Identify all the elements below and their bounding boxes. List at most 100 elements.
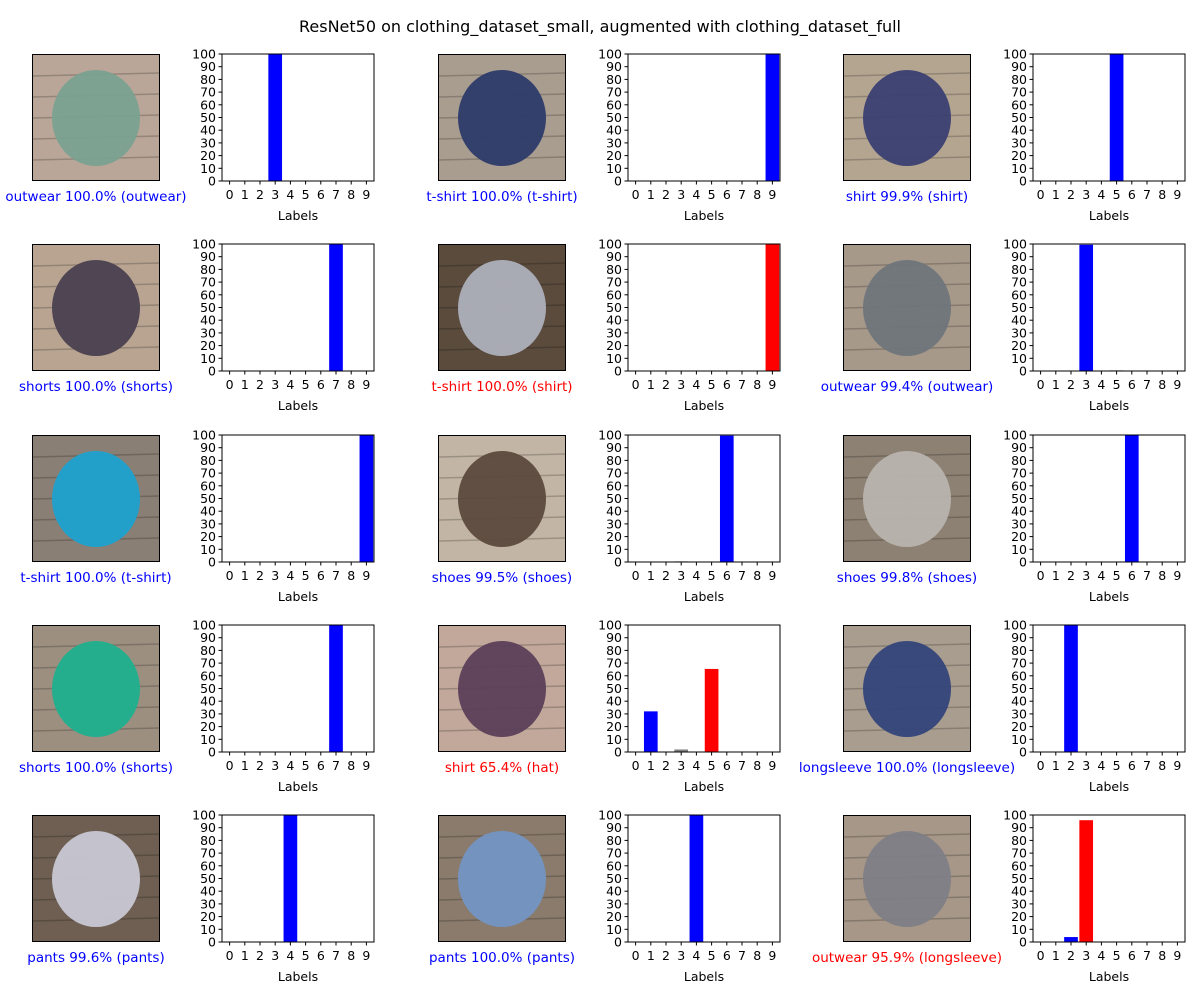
x-tick-label: 6 [723,758,731,773]
x-tick-label: 2 [256,948,264,963]
x-tick-label: 2 [662,758,670,773]
y-tick-label: 80 [1011,72,1027,87]
y-tick-label: 90 [1011,820,1027,835]
y-tick-label: 40 [200,504,216,519]
y-tick-label: 0 [614,174,622,189]
x-tick-label: 0 [1037,948,1045,963]
x-tick-label: 6 [317,758,325,773]
bar-class-3 [1079,244,1094,371]
y-tick-label: 40 [606,313,622,328]
y-tick-label: 60 [200,287,216,302]
x-tick-label: 3 [1082,187,1090,202]
x-tick-label: 7 [738,568,746,583]
y-tick-label: 30 [200,135,216,150]
y-tick-label: 20 [1011,148,1027,163]
plot-frame [627,814,781,943]
x-tick-label: 0 [1037,568,1045,583]
y-tick-label: 70 [606,466,622,481]
x-axis-label: Labels [1089,969,1129,984]
y-tick-label: 30 [1011,896,1027,911]
x-tick-label: 5 [708,377,716,392]
y-tick-label: 60 [606,478,622,493]
x-tick-label: 4 [1097,948,1105,963]
y-tick-label: 80 [200,643,216,658]
bar-class-3 [674,749,689,752]
x-tick-label: 6 [317,187,325,202]
x-tick-label: 7 [332,187,340,202]
brown-boots-photo [438,435,566,562]
y-tick-label: 10 [200,351,216,366]
y-tick-label: 20 [1011,338,1027,353]
y-tick-label: 0 [208,745,216,760]
x-tick-label: 5 [708,948,716,963]
x-tick-label: 9 [1173,377,1181,392]
x-tick-label: 8 [753,187,761,202]
y-tick-label: 40 [1011,123,1027,138]
x-tick-label: 3 [1082,377,1090,392]
y-tick-label: 90 [606,59,622,74]
x-tick-label: 0 [1037,187,1045,202]
y-tick-label: 0 [208,555,216,570]
y-tick-label: 0 [1019,935,1027,950]
x-axis-label: Labels [1089,398,1129,413]
x-tick-label: 1 [647,948,655,963]
y-tick-label: 70 [200,85,216,100]
y-tick-label: 60 [1011,668,1027,683]
x-tick-label: 5 [1113,948,1121,963]
x-tick-label: 6 [1128,948,1136,963]
x-tick-label: 0 [632,568,640,583]
x-tick-label: 5 [708,187,716,202]
y-tick-label: 50 [200,681,216,696]
x-tick-label: 3 [677,568,685,583]
y-tick-label: 90 [1011,440,1027,455]
y-tick-label: 20 [606,148,622,163]
white-pants-photo [32,815,160,942]
y-tick-label: 10 [606,922,622,937]
x-tick-label: 7 [332,948,340,963]
x-tick-label: 3 [1082,948,1090,963]
y-tick-label: 20 [200,338,216,353]
prediction-caption: outwear 100.0% (outwear) [5,189,187,205]
y-tick-label: 80 [200,453,216,468]
x-tick-label: 4 [692,948,700,963]
x-tick-label: 3 [271,948,279,963]
x-tick-label: 4 [286,568,294,583]
x-tick-label: 2 [1067,187,1075,202]
blue-tshirt-photo [32,435,160,562]
y-tick-label: 10 [200,732,216,747]
raglan-longsleeve-photo [843,815,971,942]
y-tick-label: 100 [1003,618,1027,633]
plot-frame [627,434,781,563]
bar-class-4 [689,815,704,942]
x-tick-label: 3 [677,187,685,202]
y-tick-label: 40 [606,123,622,138]
y-tick-label: 30 [606,896,622,911]
y-tick-label: 60 [1011,97,1027,112]
y-tick-label: 90 [606,820,622,835]
plot-frame [221,624,375,753]
x-tick-label: 7 [332,568,340,583]
y-tick-label: 90 [1011,59,1027,74]
y-tick-label: 30 [1011,135,1027,150]
x-tick-label: 3 [677,758,685,773]
x-tick-label: 5 [708,568,716,583]
bar-class-2 [1064,625,1078,752]
y-tick-label: 90 [200,249,216,264]
x-tick-label: 7 [738,948,746,963]
y-tick-label: 50 [1011,110,1027,125]
x-tick-label: 8 [1158,187,1166,202]
bar-class-5 [704,668,719,752]
bar-class-9 [359,435,374,562]
y-tick-label: 10 [606,351,622,366]
prediction-caption: outwear 99.4% (outwear) [820,379,994,395]
y-tick-label: 0 [208,935,216,950]
x-tick-label: 9 [362,758,370,773]
bar-class-4 [283,815,298,942]
x-tick-label: 9 [362,187,370,202]
bar-class-6 [1124,435,1139,562]
x-tick-label: 4 [286,758,294,773]
prediction-caption: shorts 100.0% (shorts) [18,760,174,776]
